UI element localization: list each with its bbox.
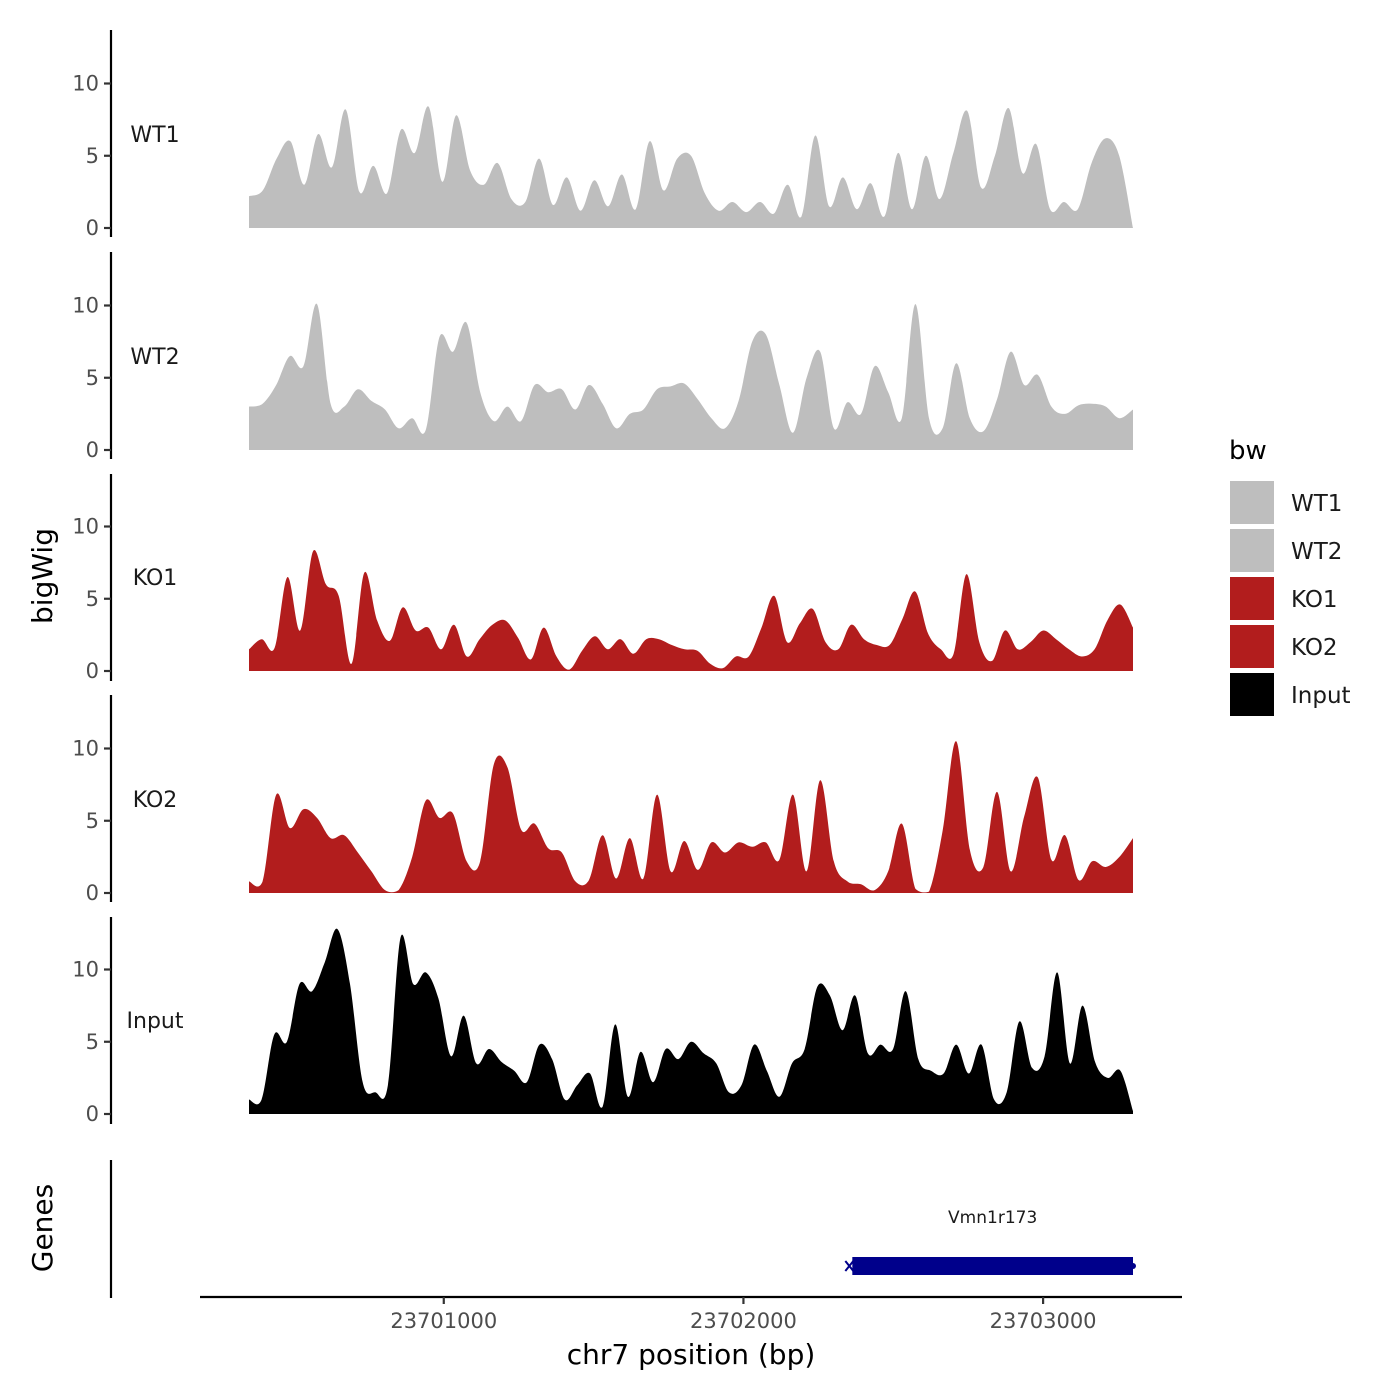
y-tick-label: 0: [86, 881, 99, 905]
y-tick-label: 10: [72, 737, 99, 761]
y-tick-label: 5: [86, 1030, 99, 1054]
legend-label-wt2: WT2: [1291, 539, 1342, 565]
gene-track-title: Genes: [26, 1184, 59, 1272]
gene-label-vmn1r173: Vmn1r173: [948, 1208, 1037, 1228]
y-tick-label: 0: [86, 659, 99, 683]
legend-label-wt1: WT1: [1291, 491, 1342, 517]
y-axis-title: bigWig: [26, 528, 59, 624]
gene-end-marker: [1130, 1263, 1136, 1269]
legend-label-ko2: KO2: [1291, 635, 1338, 661]
legend-key-wt1: [1230, 481, 1274, 524]
x-axis-title: chr7 position (bp): [567, 1338, 816, 1371]
signal-area-ko2: [249, 741, 1133, 893]
legend-key-ko2: [1230, 625, 1274, 668]
y-tick-label: 10: [72, 958, 99, 982]
signal-area-ko1: [249, 549, 1133, 671]
x-tick-label: 23701000: [390, 1309, 497, 1333]
legend-key-wt2: [1230, 529, 1274, 572]
strand-arrow-icon: [844, 1260, 855, 1272]
track-label-wt2: WT2: [130, 345, 179, 370]
y-tick-label: 5: [86, 587, 99, 611]
track-label-wt1: WT1: [130, 123, 179, 148]
legend-key-ko1: [1230, 577, 1274, 620]
track-label-ko2: KO2: [133, 788, 178, 813]
y-tick-label: 5: [86, 809, 99, 833]
y-tick-label: 10: [72, 294, 99, 318]
x-tick-label: 23703000: [990, 1309, 1097, 1333]
y-tick-label: 5: [86, 366, 99, 390]
legend-key-input: [1230, 673, 1274, 716]
signal-area-wt1: [249, 106, 1133, 228]
y-tick-label: 10: [72, 515, 99, 539]
y-tick-label: 0: [86, 1102, 99, 1126]
track-label-input: Input: [127, 1009, 184, 1034]
x-tick-label: 23702000: [690, 1309, 797, 1333]
y-tick-label: 10: [72, 72, 99, 96]
y-tick-label: 0: [86, 438, 99, 462]
signal-area-input: [249, 928, 1133, 1114]
track-label-ko1: KO1: [133, 566, 178, 591]
legend-title: bw: [1229, 436, 1267, 466]
legend-label-input: Input: [1291, 683, 1351, 709]
y-tick-label: 0: [86, 216, 99, 240]
y-tick-label: 5: [86, 144, 99, 168]
signal-area-wt2: [249, 303, 1133, 450]
gene-body-vmn1r173: [852, 1257, 1133, 1275]
legend-label-ko1: KO1: [1291, 587, 1338, 613]
